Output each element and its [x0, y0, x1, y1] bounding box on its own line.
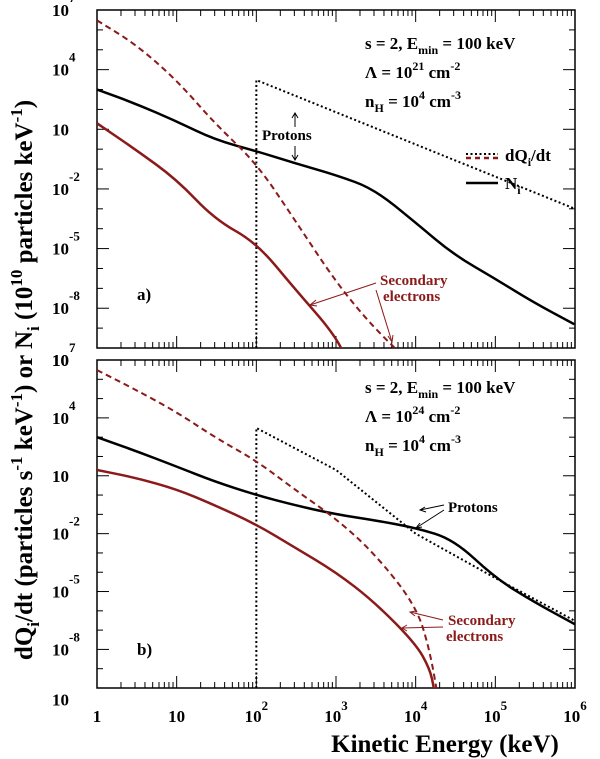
- panel-a-protons-annotation: Protons: [262, 128, 312, 144]
- panel-a-ytick-labels: 107 104 10 10-2 10-5 10-8 10: [52, 0, 80, 370]
- series-electrons-dqi-dt: [97, 369, 438, 688]
- panel-a-protons-arrows: [291, 112, 299, 161]
- y-tick-label: 104: [52, 398, 76, 428]
- y-tick-label: 10: [52, 120, 69, 139]
- y-tick-label: 10-8: [52, 629, 80, 659]
- legend-n-label: Ni: [505, 174, 521, 197]
- x-tick-label: 10: [168, 707, 185, 726]
- y-tick-label: 10: [52, 691, 69, 710]
- y-axis-label: dQi/dt (particles s-1 keV-1) or Ni (1010…: [7, 100, 43, 660]
- panel-b-ticks: [96, 359, 575, 689]
- panel-a-ticks: [96, 9, 575, 349]
- legend-dq-label: dQi/dt: [505, 146, 551, 169]
- svg-text:nH = 104 cm-3: nH = 104 cm-3: [365, 88, 461, 115]
- panel-b-series: [97, 369, 575, 688]
- panel-b-secondary-annotation: Secondary electrons: [446, 613, 516, 645]
- panel-b-xtick-labels: 1 10 102 103 104 105 106: [93, 698, 588, 726]
- panel-b-params: s = 2, Emin = 100 keV Λ = 1024 cm-2 nH =…: [365, 378, 516, 459]
- panel-a-series: [97, 19, 575, 348]
- series-protons-ni: [97, 88, 575, 326]
- svg-text:nH = 104 cm-3: nH = 104 cm-3: [365, 432, 461, 459]
- panel-b-protons-arrows: [414, 504, 445, 529]
- y-tick-label: 107: [52, 0, 76, 20]
- panel-a-label: a): [137, 285, 151, 304]
- y-tick-label: 10-5: [52, 229, 80, 259]
- x-tick-label: 103: [324, 698, 348, 726]
- y-tick-label: 10: [52, 467, 69, 486]
- x-tick-label: 105: [484, 698, 508, 726]
- series-protons-dqi-dt: [255, 426, 575, 688]
- panel-a: 107 104 10 10-2 10-5 10-8 10 a) s = 2, Emin = …: [52, 0, 576, 370]
- panel-a-frame: [96, 9, 576, 349]
- x-tick-label: 1: [93, 707, 102, 726]
- y-tick-label: 104: [52, 50, 76, 80]
- series-electrons-dqi-dt: [97, 19, 397, 348]
- x-tick-label: 106: [563, 698, 587, 726]
- x-tick-label: 104: [404, 698, 428, 726]
- panel-b-label: b): [137, 640, 152, 659]
- series-electrons-ni: [97, 468, 435, 688]
- panel-b-protons-annotation: Protons: [448, 500, 498, 516]
- panel-b-ytick-labels: 107 104 10 10-2 10-5 10-8 10: [52, 340, 80, 710]
- panel-b: 107 104 10 10-2 10-5 10-8 10 1 10 102 103 104 105 10…: [52, 340, 587, 726]
- x-tick-label: 102: [245, 698, 269, 726]
- y-tick-label: 107: [52, 340, 76, 370]
- y-tick-label: 10-2: [52, 514, 80, 544]
- series-electrons-ni: [97, 122, 343, 348]
- svg-text:s = 2, Emin = 100 keV: s = 2, Emin = 100 keV: [365, 34, 516, 57]
- svg-text:Λ = 1024 cm-2: Λ = 1024 cm-2: [365, 403, 460, 426]
- x-axis-label: Kinetic Energy (keV): [331, 731, 559, 758]
- panel-b-frame: [96, 359, 576, 689]
- panel-a-secondary-annotation: Secondary electrons: [380, 273, 448, 305]
- panel-b-secondary-arrows: [401, 610, 444, 632]
- series-protons-ni: [97, 435, 575, 626]
- y-tick-label: 10-5: [52, 572, 80, 602]
- svg-text:s = 2, Emin = 100 keV: s = 2, Emin = 100 keV: [365, 378, 516, 401]
- panel-a-secondary-arrows: [308, 282, 394, 344]
- legend: dQi/dt Ni: [466, 146, 551, 197]
- series-protons-dqi-dt: [255, 78, 575, 348]
- svg-text:Λ = 1021 cm-2: Λ = 1021 cm-2: [365, 59, 460, 82]
- panel-a-params: s = 2, Emin = 100 keV Λ = 1021 cm-2 nH =…: [365, 34, 516, 115]
- y-tick-label: 10-2: [52, 169, 80, 199]
- y-tick-label: 10: [52, 351, 69, 370]
- y-tick-label: 10-8: [52, 288, 80, 318]
